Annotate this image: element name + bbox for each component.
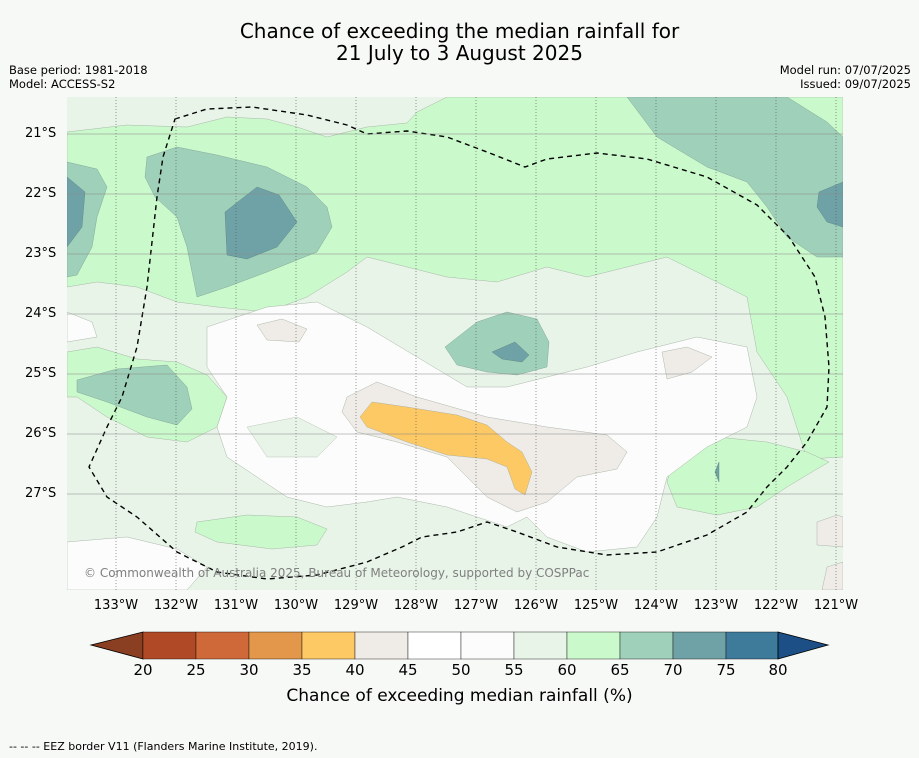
grid-parallels (67, 133, 843, 495)
colorbar-bin (142, 631, 197, 660)
eez-legend-note: -- -- -- EEZ border V11 (Flanders Marine… (9, 740, 318, 753)
colorbar-tick: 65 (610, 661, 630, 679)
colorbar-tick: 30 (239, 661, 259, 679)
region-65-70-east (626, 97, 843, 258)
colorbar-tick: 75 (716, 661, 736, 679)
colorbar-tick: 80 (768, 661, 788, 679)
region-70-75-nw (67, 176, 86, 248)
colorbar-bin (248, 631, 303, 660)
colorbar-arrow-high (777, 631, 830, 660)
region-60-65-south (194, 514, 328, 550)
model-name: Model: ACCESS-S2 (9, 77, 116, 91)
colorbar (89, 631, 830, 660)
colorbar-tick: 60 (557, 661, 577, 679)
lat-label: 24°S (25, 306, 57, 321)
grid-meridians (115, 97, 837, 590)
map-svg (67, 97, 843, 590)
chart-title-line2: 21 July to 3 August 2025 (336, 41, 583, 65)
region-40-45-se2 (821, 561, 843, 590)
chart-title-line1: Chance of exceeding the median rainfall … (239, 19, 680, 43)
colorbar-tick: 20 (133, 661, 153, 679)
region-65-70-west (76, 364, 193, 426)
lat-label: 26°S (25, 426, 57, 441)
copyright-notice: © Commonwealth of Australia 2025, Bureau… (84, 566, 590, 580)
lon-label: 125°W (573, 598, 619, 613)
region-70-75-east (816, 181, 843, 228)
region-35-40 (359, 401, 533, 496)
forecast-map (67, 97, 843, 590)
colorbar-bin (672, 631, 727, 660)
lat-label: 21°S (25, 126, 57, 141)
lon-label: 129°W (333, 598, 379, 613)
eez-border (88, 106, 830, 580)
region-40-45-se (816, 514, 843, 548)
colorbar-tick: 45 (398, 661, 418, 679)
lon-label: 127°W (453, 598, 499, 613)
colorbar-bin (566, 631, 621, 660)
lon-label: 130°W (273, 598, 319, 613)
region-40-45-east (661, 346, 713, 380)
lon-label: 131°W (213, 598, 259, 613)
colorbar-label: Chance of exceeding median rainfall (%) (286, 686, 633, 706)
lat-label: 25°S (25, 366, 57, 381)
model-run: Model run: 07/07/2025 (779, 63, 911, 77)
base-period: Base period: 1981-2018 (9, 63, 148, 77)
region-55-60-inner (246, 416, 338, 458)
colorbar-bin (513, 631, 568, 660)
lat-label: 27°S (25, 486, 57, 501)
colorbar-bin (725, 631, 779, 660)
lon-label: 133°W (93, 598, 139, 613)
colorbar-bin (195, 631, 250, 660)
lon-label: 128°W (393, 598, 439, 613)
colorbar-bin (407, 631, 462, 660)
meta-left: Base period: 1981-2018 Model: ACCESS-S2 (9, 63, 148, 91)
lat-label: 22°S (25, 186, 57, 201)
lon-label: 123°W (693, 598, 739, 613)
region-70-75-north-central (224, 186, 298, 260)
colorbar-tick: 35 (292, 661, 312, 679)
lon-label: 126°W (513, 598, 559, 613)
region-40-45-west (256, 318, 308, 343)
region-70-75-small (714, 461, 720, 483)
issued-date: Issued: 09/07/2025 (800, 77, 911, 91)
colorbar-bin (619, 631, 674, 660)
lon-label: 132°W (153, 598, 199, 613)
colorbar-arrow-low (89, 631, 144, 660)
colorbar-tick: 25 (186, 661, 206, 679)
colorbar-tick: 40 (345, 661, 365, 679)
colorbar-tick: 55 (504, 661, 524, 679)
colorbar-tick: 50 (451, 661, 471, 679)
colorbar-bin (301, 631, 356, 660)
region-60-65-southeast (666, 436, 830, 516)
lon-label: 121°W (813, 598, 859, 613)
region-70-75-center (491, 341, 530, 363)
lon-label: 122°W (753, 598, 799, 613)
lat-label: 23°S (25, 246, 57, 261)
colorbar-tick: 70 (663, 661, 683, 679)
region-50-55-sw (67, 536, 208, 590)
meta-right: Model run: 07/07/2025 Issued: 09/07/2025 (780, 63, 911, 91)
region-50-55-east (67, 311, 98, 343)
colorbar-bin (354, 631, 409, 660)
colorbar-bin (460, 631, 515, 660)
lon-label: 124°W (633, 598, 679, 613)
